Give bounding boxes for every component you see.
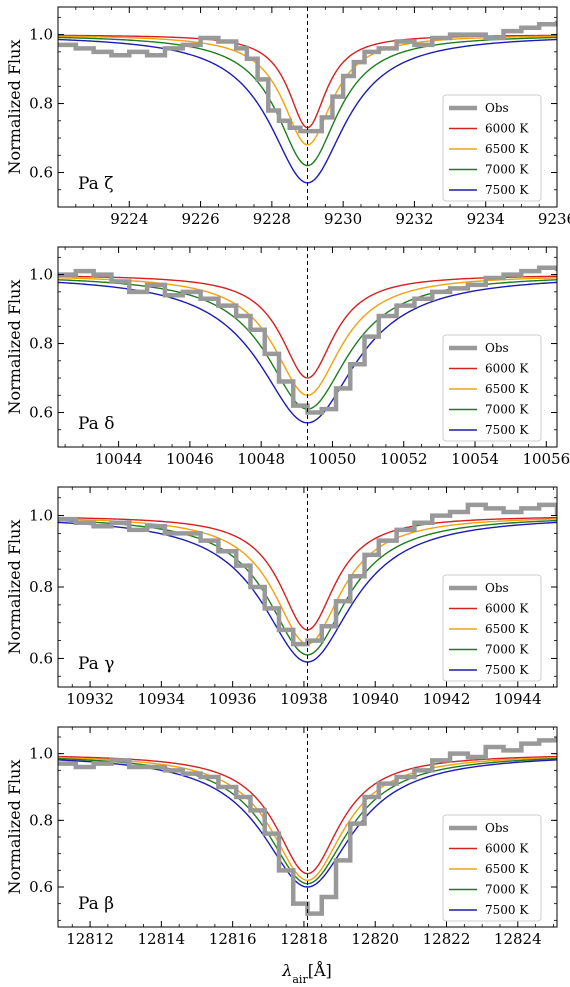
model-curve bbox=[58, 756, 557, 882]
x-tick-label: 12812 bbox=[66, 930, 114, 948]
observed-spectrum bbox=[58, 265, 557, 415]
panel-3: 10932 10934 10936 10938 10940 10942 10944 0.6 0.… bbox=[5, 486, 558, 708]
x-axis-label: λair[Å] bbox=[281, 960, 332, 983]
model-curve bbox=[58, 36, 557, 167]
legend-label: 6500 K bbox=[485, 862, 529, 876]
y-tick-label: 0.8 bbox=[29, 578, 53, 596]
legend-label: 7500 K bbox=[485, 663, 529, 677]
model-curve bbox=[58, 35, 557, 146]
x-tick-label: 10046 bbox=[166, 450, 214, 468]
legend-label: 7500 K bbox=[485, 903, 529, 917]
x-tick-label: 9236 bbox=[538, 210, 570, 228]
observed-spectrum bbox=[58, 737, 557, 916]
x-tick-label: 9228 bbox=[253, 210, 291, 228]
legend-box bbox=[442, 334, 542, 442]
plot-area bbox=[58, 727, 557, 927]
x-tick-label: 10052 bbox=[380, 450, 428, 468]
legend-label: 7000 K bbox=[485, 883, 529, 897]
y-tick-label: 1.0 bbox=[29, 26, 53, 44]
plot-area bbox=[58, 7, 557, 207]
legend-label: 6000 K bbox=[485, 122, 529, 136]
legend-label: 7500 K bbox=[485, 183, 529, 197]
y-tick-label: 0.8 bbox=[29, 811, 53, 829]
x-tick-label: 9226 bbox=[181, 210, 219, 228]
panel-2: 10044 10046 10048 10050 10052 10054 10056 0.6 0.… bbox=[5, 246, 570, 468]
axes-frame bbox=[57, 246, 558, 448]
x-tick-label: 10944 bbox=[494, 690, 542, 708]
y-axis-label: Normalized Flux bbox=[5, 520, 24, 655]
x-tick-label: 9232 bbox=[395, 210, 433, 228]
legend-label: 7500 K bbox=[485, 423, 529, 437]
legend-label: 7000 K bbox=[485, 403, 529, 417]
legend-label: 6500 K bbox=[485, 382, 529, 396]
y-tick-label: 0.6 bbox=[29, 164, 53, 182]
legend-box bbox=[442, 814, 542, 922]
panel-4: 12812 12814 12816 12818 12820 12822 12824 0.6 0.… bbox=[5, 726, 558, 948]
x-tick-label: 12820 bbox=[351, 930, 399, 948]
y-tick-label: 0.6 bbox=[29, 878, 53, 896]
axes-frame bbox=[57, 726, 558, 928]
legend-label: Obs bbox=[485, 101, 509, 115]
legend-label: 6000 K bbox=[485, 842, 529, 856]
y-axis-label: Normalized Flux bbox=[5, 760, 24, 895]
legend-label: 6500 K bbox=[485, 622, 529, 636]
x-tick-label: 9224 bbox=[110, 210, 148, 228]
plot-area bbox=[58, 247, 557, 447]
y-axis-label: Normalized Flux bbox=[5, 280, 24, 415]
x-tick-label: 10940 bbox=[351, 690, 399, 708]
y-tick-label: 0.8 bbox=[29, 95, 53, 113]
model-curve bbox=[58, 519, 557, 656]
y-tick-label: 0.6 bbox=[29, 404, 53, 422]
panel-line-label: Pa γ bbox=[78, 654, 114, 674]
x-tick-label: 10044 bbox=[95, 450, 143, 468]
model-curve bbox=[58, 755, 557, 875]
x-tick-label: 12814 bbox=[138, 930, 186, 948]
legend-label: 6500 K bbox=[485, 142, 529, 156]
legend-label: Obs bbox=[485, 581, 509, 595]
x-tick-label: 10936 bbox=[209, 690, 257, 708]
legend-box bbox=[442, 574, 542, 682]
x-tick-label: 12822 bbox=[423, 930, 471, 948]
y-tick-label: 1.0 bbox=[29, 745, 53, 763]
x-tick-label: 10056 bbox=[522, 450, 570, 468]
panel-line-label: Pa β bbox=[78, 894, 114, 914]
x-tick-label: 10932 bbox=[66, 690, 114, 708]
x-tick-label: 9230 bbox=[324, 210, 362, 228]
plot-area bbox=[58, 487, 557, 687]
observed-spectrum bbox=[58, 20, 557, 134]
x-tick-label: 10050 bbox=[309, 450, 357, 468]
x-tick-label: 10934 bbox=[138, 690, 186, 708]
legend-label: 6000 K bbox=[485, 602, 529, 616]
panel-1: 9224 9226 9228 9230 9232 9234 9236 0.6 0.8 1.0 Nor… bbox=[5, 6, 570, 228]
x-tick-label: 12824 bbox=[494, 930, 542, 948]
x-tick-label: 12816 bbox=[209, 930, 257, 948]
y-tick-label: 0.6 bbox=[29, 649, 53, 667]
panel-line-label: Pa δ bbox=[78, 414, 114, 434]
x-tick-label: 9234 bbox=[467, 210, 505, 228]
x-tick-label: 10048 bbox=[237, 450, 285, 468]
legend-label: 6000 K bbox=[485, 362, 529, 376]
x-tick-label: 12818 bbox=[280, 930, 328, 948]
legend-label: 7000 K bbox=[485, 163, 529, 177]
observed-spectrum bbox=[58, 502, 557, 647]
legend-label: Obs bbox=[485, 821, 509, 835]
y-tick-label: 1.0 bbox=[29, 507, 53, 525]
y-axis-label: Normalized Flux bbox=[5, 40, 24, 175]
x-tick-label: 10054 bbox=[451, 450, 499, 468]
panel-line-label: Pa ζ bbox=[78, 174, 113, 194]
legend-label: Obs bbox=[485, 341, 509, 355]
model-curve bbox=[58, 275, 557, 379]
x-tick-label: 10942 bbox=[423, 690, 471, 708]
legend-box bbox=[442, 94, 542, 202]
legend-label: 7000 K bbox=[485, 643, 529, 657]
y-tick-label: 1.0 bbox=[29, 266, 53, 284]
y-tick-label: 0.8 bbox=[29, 335, 53, 353]
x-tick-label: 10938 bbox=[280, 690, 328, 708]
